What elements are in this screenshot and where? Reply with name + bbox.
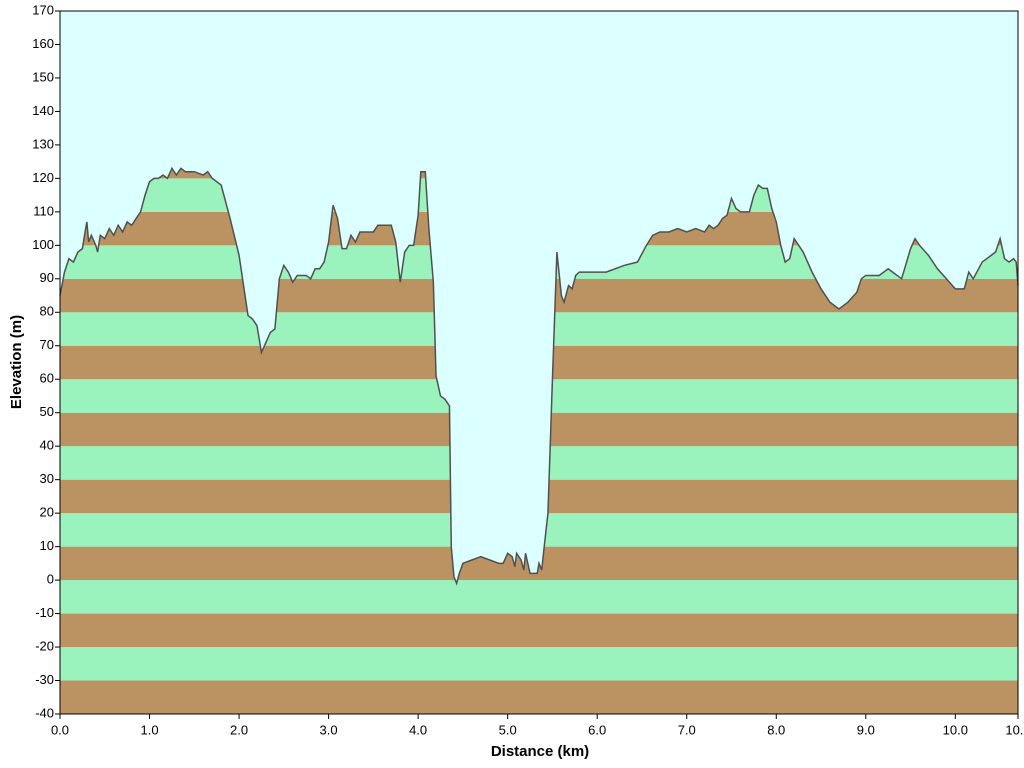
- y-tick-label: 160: [32, 36, 54, 51]
- y-tick-label: 80: [40, 304, 54, 319]
- x-tick-label: 7.0: [678, 722, 696, 737]
- x-tick-label: 2.0: [230, 722, 248, 737]
- x-tick-label: 8.0: [767, 722, 785, 737]
- y-tick-label: 130: [32, 136, 54, 151]
- y-tick-label: 40: [40, 438, 54, 453]
- elevation-band: [60, 613, 1018, 648]
- elevation-line: [59, 166, 1019, 586]
- x-tick-label: 1.0: [140, 722, 158, 737]
- y-tick-label: 90: [40, 270, 54, 285]
- x-tick-label: 10.7: [1005, 722, 1024, 737]
- x-tick-label: 9.0: [857, 722, 875, 737]
- x-tick-label: 5.0: [499, 722, 517, 737]
- y-tick-label: 120: [32, 170, 54, 185]
- x-axis-title: Distance (km): [491, 743, 589, 760]
- y-tick-label: 0: [47, 572, 54, 587]
- x-tick-label: 3.0: [320, 722, 338, 737]
- y-tick-label: 70: [40, 337, 54, 352]
- x-tick-label: 4.0: [409, 722, 427, 737]
- y-tick-label: -10: [35, 605, 54, 620]
- y-tick-label: 10: [40, 538, 54, 553]
- x-tick-label: 0.0: [51, 722, 69, 737]
- x-tick-label: 10.0: [943, 722, 968, 737]
- y-tick-label: -20: [35, 638, 54, 653]
- y-tick-label: 170: [32, 2, 54, 17]
- y-tick-label: -30: [35, 672, 54, 687]
- elevation-band: [60, 580, 1018, 614]
- y-tick-label: 150: [32, 69, 54, 84]
- y-tick-label: 60: [40, 371, 54, 386]
- y-tick-label: 110: [33, 203, 54, 218]
- plot-frame: [59, 10, 1019, 715]
- y-tick-label: 30: [40, 471, 54, 486]
- y-tick-label: -40: [35, 705, 54, 720]
- y-tick-label: 50: [40, 404, 54, 419]
- elevation-band: [60, 647, 1018, 681]
- y-tick-label: 20: [40, 505, 54, 520]
- y-axis-title: Elevation (m): [8, 315, 25, 409]
- y-tick-label: 100: [32, 237, 54, 252]
- y-tick-label: 140: [32, 103, 54, 118]
- x-tick-label: 6.0: [588, 722, 606, 737]
- elevation-band: [60, 680, 1018, 714]
